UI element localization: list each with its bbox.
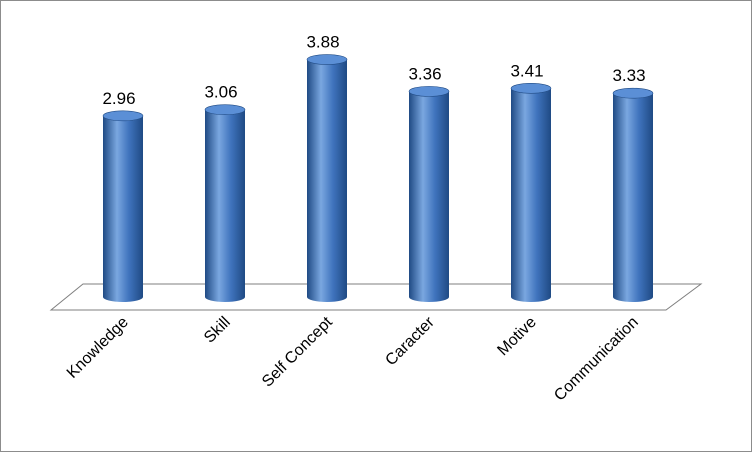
bar-caracter (408, 86, 450, 302)
value-label: 2.96 (102, 89, 135, 108)
bar-knowledge (102, 110, 144, 303)
bar-body (307, 59, 347, 302)
value-label: 3.88 (306, 33, 339, 52)
bars-layer (102, 54, 654, 303)
category-label: Caracter (382, 313, 438, 369)
bar-top-cap (102, 110, 144, 122)
bar-communication (612, 87, 654, 302)
bar-body (205, 109, 245, 302)
value-label: 3.06 (204, 83, 237, 102)
bar-body (409, 91, 449, 302)
bar-motive (510, 83, 552, 302)
value-labels-layer: 2.96 3.06 3.88 3.36 3.41 3.33 (102, 33, 645, 108)
bar-body (613, 93, 653, 302)
category-label: Communication (551, 314, 642, 405)
category-label: Self Concept (259, 313, 336, 390)
bar-top-cap (408, 86, 450, 97)
bar-body (103, 115, 143, 303)
chart-floor (49, 283, 703, 311)
value-label: 3.36 (408, 64, 441, 83)
category-label: Skill (201, 314, 234, 347)
category-label: Motive (494, 314, 539, 359)
bar-self-concept (306, 54, 348, 302)
category-label: Knowledge (64, 314, 132, 382)
bar-top-cap (204, 104, 246, 116)
bar-body (511, 88, 551, 302)
bar-top-cap (306, 54, 348, 65)
category-labels-layer: Knowledge Skill Self Concept Caracter Motive… (64, 313, 642, 404)
value-label: 3.33 (612, 66, 645, 85)
bar-skill (204, 104, 246, 302)
value-label: 3.41 (510, 61, 543, 80)
bar-top-cap (510, 83, 552, 94)
bar-top-cap (612, 87, 654, 99)
